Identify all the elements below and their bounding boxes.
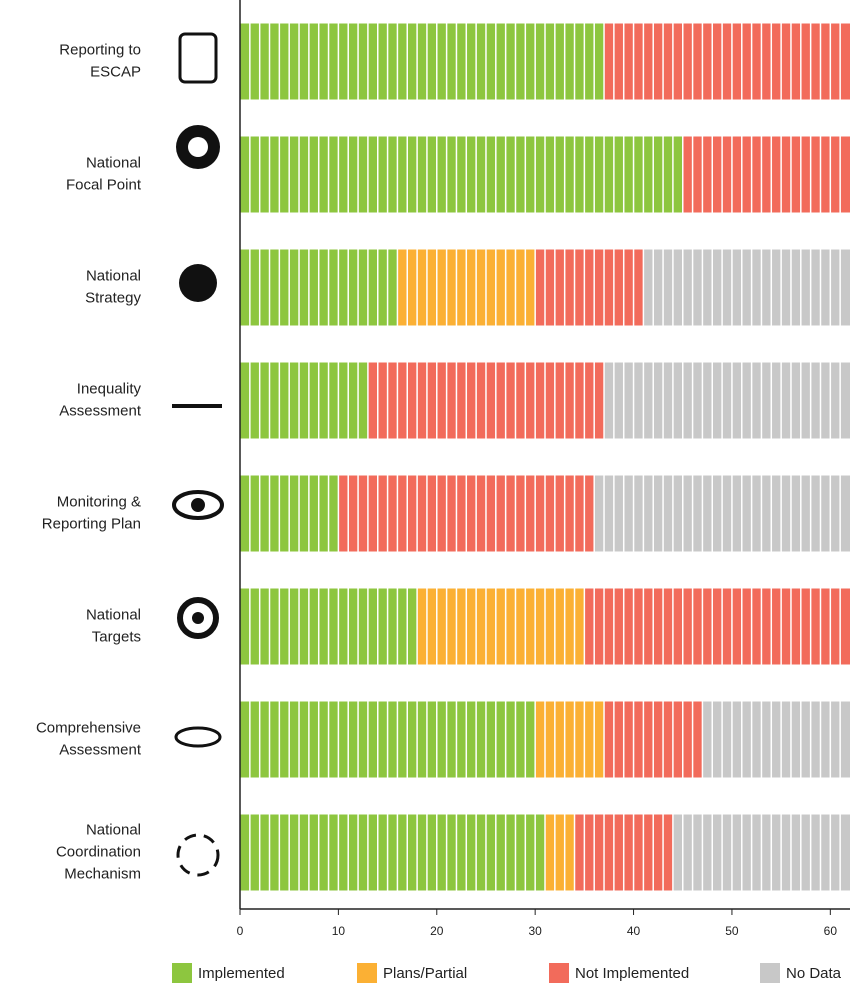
bar-segment (240, 814, 545, 891)
bar-segment (702, 701, 850, 778)
x-tick-label: 20 (430, 924, 444, 938)
icon-coordination (176, 833, 220, 877)
bar-segment (604, 23, 850, 100)
category-label: Assessment (59, 402, 142, 419)
bar-segment (535, 701, 605, 778)
icon-strategy (179, 264, 217, 302)
bar-segment (545, 814, 575, 891)
legend-swatch (172, 963, 192, 983)
icon-meeting (174, 726, 222, 748)
icon-target-center (192, 612, 204, 624)
bar-segment (240, 23, 605, 100)
bar-segment (682, 136, 850, 213)
category-label: National (86, 821, 141, 838)
bar-segment (643, 249, 850, 326)
category-label: Assessment (59, 741, 142, 758)
legend-label: Implemented (198, 965, 285, 982)
category-label: Monitoring & (57, 493, 141, 510)
category-label: Focal Point (66, 176, 142, 193)
category-label: Coordination (56, 843, 141, 860)
legend-swatch (357, 963, 377, 983)
legend-label: No Data (786, 965, 842, 982)
category-label: ESCAP (90, 63, 141, 80)
icons (172, 32, 224, 877)
category-label: Comprehensive (36, 719, 141, 736)
bar-segment (240, 362, 368, 439)
category-label: National (86, 606, 141, 623)
legend-label: Plans/Partial (383, 965, 467, 982)
legend-swatch (760, 963, 780, 983)
category-label: Reporting to (59, 41, 141, 58)
legend-label: Not Implemented (575, 965, 689, 982)
icon-aperture-hole (188, 137, 208, 157)
bar-segment (584, 588, 850, 665)
x-tick-label: 50 (725, 924, 739, 938)
x-tick-label: 30 (528, 924, 542, 938)
x-tick-label: 40 (627, 924, 641, 938)
category-label: Targets (92, 628, 141, 645)
x-tick-label: 0 (237, 924, 244, 938)
legend-swatch (549, 963, 569, 983)
category-label: National (86, 267, 141, 284)
bar-segment (417, 588, 585, 665)
category-label: Reporting Plan (42, 515, 141, 532)
icon-eye-pupil (191, 498, 205, 512)
x-tick-label: 60 (824, 924, 838, 938)
icon-report (178, 32, 218, 84)
icon-inequality (172, 404, 222, 408)
bar-segment (604, 362, 850, 439)
bar-segment (535, 249, 644, 326)
icon-target (177, 597, 219, 639)
category-label: Strategy (85, 289, 141, 306)
category-label: Inequality (77, 380, 142, 397)
category-label: Mechanism (64, 865, 141, 882)
category-label: National (86, 154, 141, 171)
icon-eye (172, 490, 224, 520)
bar-segment (240, 136, 683, 213)
x-tick-label: 10 (332, 924, 346, 938)
